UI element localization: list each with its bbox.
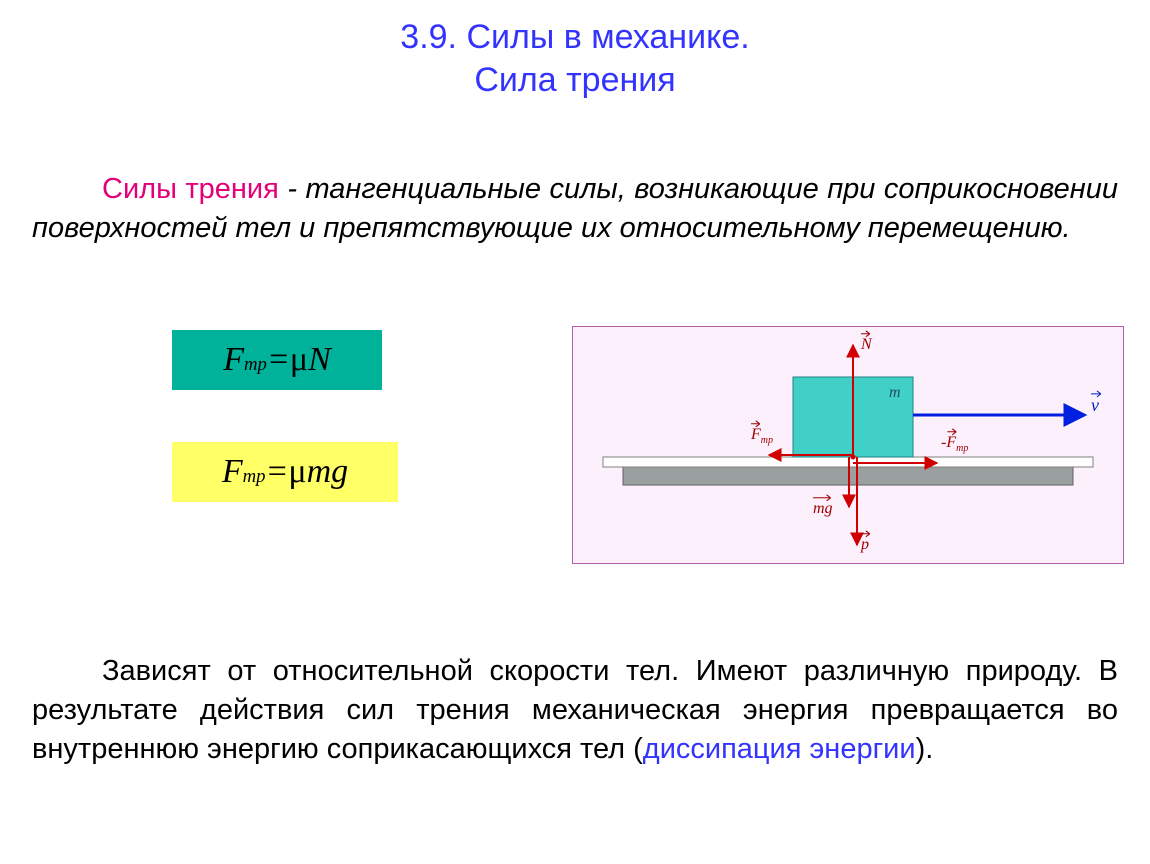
force-diagram-svg: m N Fтр -Fтр v mg p bbox=[573, 327, 1123, 563]
formula2-F: F bbox=[222, 453, 243, 491]
label-friction-right: -Fтр bbox=[941, 429, 968, 454]
svg-text:mg: mg bbox=[813, 500, 833, 517]
formula-friction-mg: Fтр = μmg bbox=[172, 442, 398, 502]
label-weight-mg: mg bbox=[813, 495, 833, 517]
conclusion-paragraph: Зависят от относительной скорости тел. И… bbox=[32, 652, 1118, 769]
formula1-tail: N bbox=[308, 341, 331, 379]
title-line-1: 3.9. Силы в механике. bbox=[400, 18, 749, 56]
svg-text:Fтр: Fтр bbox=[750, 426, 773, 446]
label-normal-force: N bbox=[860, 331, 873, 353]
label-weight-p: p bbox=[860, 531, 870, 553]
svg-text:v: v bbox=[1091, 395, 1099, 415]
svg-text:-Fтр: -Fтр bbox=[941, 434, 968, 454]
diagram-center-dot bbox=[851, 455, 856, 460]
label-friction-left: Fтр bbox=[750, 421, 773, 446]
label-mass-m: m bbox=[889, 384, 901, 401]
label-velocity: v bbox=[1091, 391, 1101, 415]
formula-friction-normal: Fтр = μN bbox=[172, 330, 382, 390]
formula1-F: F bbox=[223, 341, 244, 379]
formula2-eq: = bbox=[265, 453, 288, 491]
definition-term: Силы трения bbox=[102, 173, 279, 205]
conclusion-pre: Зависят от относительной скорости тел. И… bbox=[32, 655, 1118, 765]
title-line-2: Сила трения bbox=[474, 61, 675, 99]
svg-text:p: p bbox=[860, 536, 869, 553]
formula1-eq: = bbox=[267, 341, 290, 379]
slide: 3.9. Силы в механике. Сила трения Силы т… bbox=[0, 0, 1150, 864]
formula1-sub: тр bbox=[244, 354, 267, 376]
conclusion-post: ). bbox=[916, 733, 934, 765]
formula2-mu: μ bbox=[288, 453, 306, 491]
dissipation-term: диссипация энергии bbox=[643, 733, 916, 765]
force-diagram: m N Fтр -Fтр v mg p bbox=[572, 326, 1124, 564]
definition-paragraph: Силы трения - тангенциальные силы, возни… bbox=[32, 170, 1118, 248]
svg-text:N: N bbox=[860, 336, 873, 353]
formula2-sub: тр bbox=[243, 466, 266, 488]
slide-title: 3.9. Силы в механике. Сила трения bbox=[0, 16, 1150, 101]
formula2-tail: mg bbox=[307, 453, 349, 491]
definition-sep: - bbox=[279, 173, 306, 205]
formula1-mu: μ bbox=[290, 341, 308, 379]
